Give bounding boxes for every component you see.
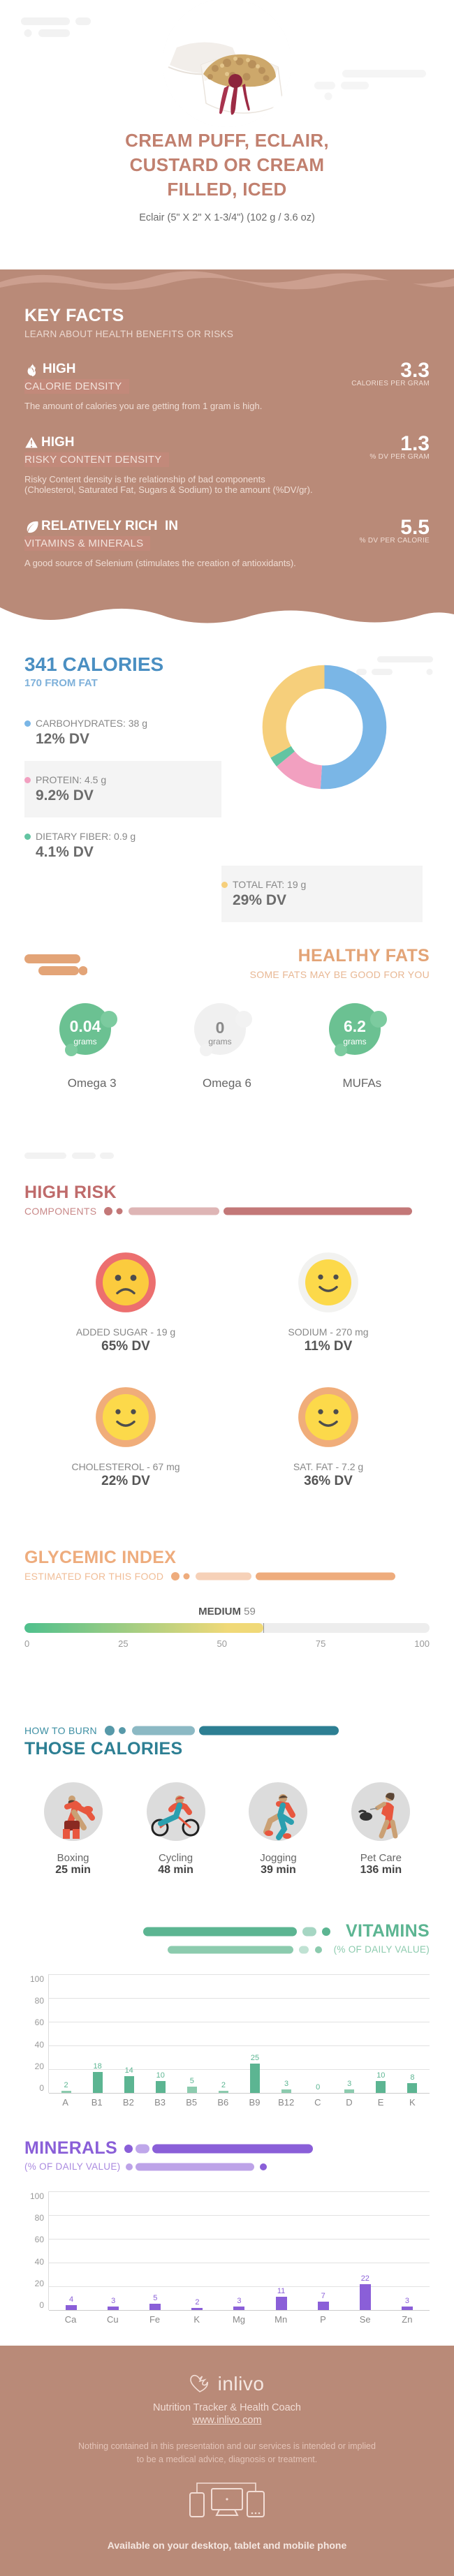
svg-text:0.04: 0.04 [69,1017,101,1035]
svg-text:grams: grams [73,1037,96,1046]
svg-text:0: 0 [216,1019,225,1037]
svg-text:grams: grams [344,1037,367,1046]
svg-text:grams: grams [208,1037,231,1046]
svg-text:6.2: 6.2 [344,1017,366,1035]
